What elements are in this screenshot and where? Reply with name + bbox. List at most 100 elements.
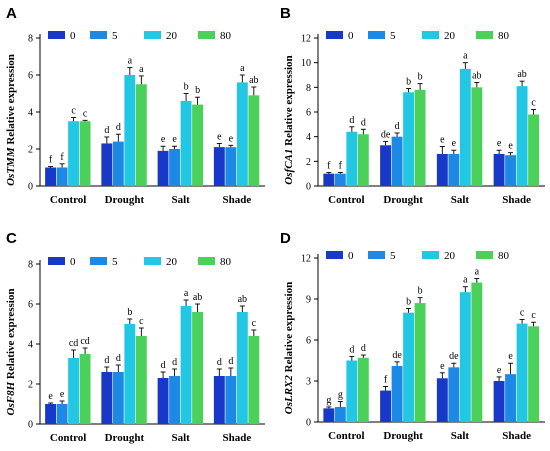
significance-label: d <box>161 360 166 371</box>
bar <box>346 131 358 186</box>
legend-swatch <box>422 251 439 259</box>
y-axis-label-suffix: Relative expression <box>5 289 17 382</box>
significance-label: e <box>497 138 502 149</box>
y-tick-label: 9 <box>306 295 311 306</box>
bar <box>225 147 237 186</box>
significance-label: e <box>508 141 513 152</box>
y-tick-label: 12 <box>301 254 311 265</box>
significance-label: c <box>83 108 88 119</box>
y-tick-label: 2 <box>28 380 33 391</box>
y-tick-label: 6 <box>306 336 311 347</box>
y-tick-label: 4 <box>306 132 311 143</box>
bar <box>45 167 57 186</box>
panel-letter: B <box>280 5 291 22</box>
significance-label: a <box>463 275 468 286</box>
significance-label: ab <box>472 70 481 81</box>
significance-label: f <box>384 374 388 385</box>
legend-swatch <box>90 257 107 265</box>
significance-label: c <box>71 106 76 117</box>
category-label: Salt <box>171 432 190 444</box>
bar <box>505 155 517 186</box>
significance-label: c <box>531 310 536 321</box>
y-axis-label: OsLRX2 Relative expression <box>283 282 295 414</box>
legend-label: 80 <box>220 256 232 268</box>
y-tick-label: 2 <box>306 157 311 168</box>
category-label: Control <box>328 430 364 442</box>
significance-label: c <box>139 316 144 327</box>
category-label: Shade <box>502 194 531 206</box>
bar <box>323 408 335 422</box>
legend-swatch <box>326 31 343 39</box>
significance-label: e <box>60 389 65 400</box>
significance-label: b <box>406 77 411 88</box>
category-label: Drought <box>105 432 145 444</box>
significance-label: de <box>449 351 459 362</box>
significance-label: cd <box>69 338 78 349</box>
category-label: Drought <box>383 194 423 206</box>
bar <box>169 376 181 424</box>
bar <box>169 149 181 186</box>
significance-label: ab <box>238 294 247 305</box>
significance-label: e <box>217 131 222 142</box>
significance-label: d <box>104 125 109 136</box>
significance-label: d <box>349 115 354 126</box>
bar <box>236 82 248 186</box>
bar <box>403 92 415 186</box>
significance-label: d <box>395 121 400 132</box>
category-label: Salt <box>451 194 470 206</box>
significance-label: e <box>452 138 457 149</box>
significance-label: de <box>381 130 391 141</box>
significance-label: b <box>195 85 200 96</box>
legend-label: 80 <box>498 30 510 42</box>
legend-label: 5 <box>390 30 396 42</box>
panel-letter: D <box>280 230 291 247</box>
significance-label: e <box>508 351 513 362</box>
significance-label: a <box>475 267 480 278</box>
bar <box>192 312 204 424</box>
category-label: Salt <box>451 430 470 442</box>
legend-label: 0 <box>70 256 76 268</box>
y-axis-label: OsfCA1 Relative expression <box>283 55 295 184</box>
legend-swatch <box>476 31 493 39</box>
bar <box>157 378 169 424</box>
bar <box>56 167 68 186</box>
legend-swatch <box>48 257 65 265</box>
y-axis-label-suffix: Relative expression <box>283 55 295 148</box>
significance-label: b <box>406 297 411 308</box>
bar <box>124 324 136 424</box>
bar <box>346 360 358 422</box>
bar <box>516 323 528 422</box>
y-axis-label-gene: OsLRX2 <box>283 375 295 415</box>
y-tick-label: 10 <box>301 58 311 69</box>
y-tick-label: 4 <box>28 108 33 119</box>
y-tick-label: 0 <box>28 420 33 431</box>
legend-label: 20 <box>166 256 178 268</box>
bar <box>248 95 260 186</box>
significance-label: a <box>184 288 189 299</box>
legend-swatch <box>368 31 385 39</box>
bar <box>436 153 448 186</box>
bar <box>135 84 147 186</box>
y-axis-label-gene: OsfCA1 <box>283 149 295 185</box>
significance-label: f <box>60 152 64 163</box>
y-tick-label: 6 <box>28 71 33 82</box>
bar <box>471 87 483 186</box>
bar <box>68 358 80 424</box>
y-tick-label: 8 <box>28 34 33 45</box>
bar <box>516 86 528 186</box>
significance-label: f <box>49 155 53 166</box>
panel-letter: A <box>6 5 17 22</box>
significance-label: d <box>361 343 366 354</box>
bar <box>135 336 147 424</box>
legend-swatch <box>422 31 439 39</box>
y-tick-label: 2 <box>28 145 33 156</box>
category-label: Control <box>328 194 364 206</box>
bar <box>124 75 136 186</box>
bar <box>236 312 248 424</box>
significance-label: d <box>116 122 121 133</box>
bar <box>248 336 260 424</box>
bar <box>493 153 505 186</box>
significance-label: a <box>139 64 144 75</box>
legend-swatch <box>144 31 161 39</box>
